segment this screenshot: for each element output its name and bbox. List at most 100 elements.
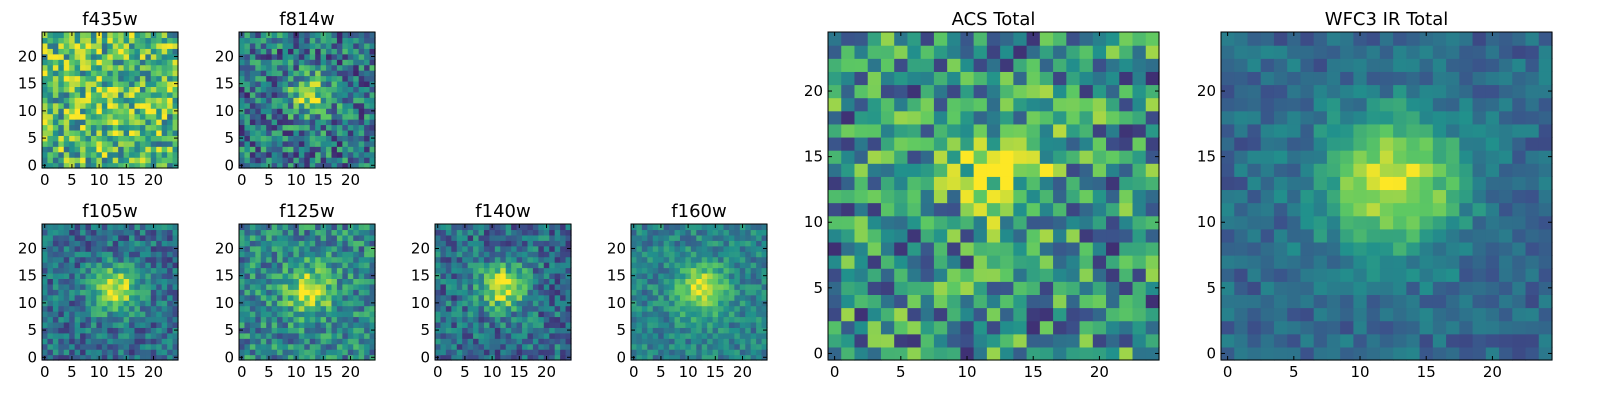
heatmap-cell xyxy=(636,332,643,339)
heatmap-cell xyxy=(353,327,360,334)
heatmap-cell xyxy=(298,240,305,247)
heatmap-cell xyxy=(309,332,316,339)
heatmap-cell xyxy=(1340,215,1354,230)
heatmap-cell xyxy=(358,97,365,104)
heatmap-cell xyxy=(451,327,458,334)
heatmap-cell xyxy=(52,119,59,126)
heatmap-cell xyxy=(489,240,496,247)
heatmap-cells xyxy=(828,32,1160,361)
heatmap-cell xyxy=(52,53,59,60)
heatmap-cell xyxy=(1432,241,1447,256)
heatmap-cell xyxy=(123,48,130,55)
heatmap-cell xyxy=(287,75,294,82)
y-tick-label: 0 xyxy=(224,156,234,174)
panel-title: f814w xyxy=(279,9,334,30)
heatmap-cell xyxy=(1300,202,1315,217)
heatmap-cell xyxy=(1039,255,1054,269)
heatmap-cell xyxy=(1366,163,1381,177)
heatmap-cell xyxy=(298,245,305,252)
heatmap-cell xyxy=(244,108,251,115)
heatmap-cell xyxy=(260,321,267,328)
heatmap-cell xyxy=(1039,215,1054,230)
heatmap-cell xyxy=(156,224,163,231)
heatmap-cell xyxy=(255,140,262,147)
heatmap-cell xyxy=(728,272,735,279)
heatmap-cell xyxy=(483,262,490,269)
heatmap-cell xyxy=(156,59,163,66)
heatmap-cell xyxy=(42,278,49,285)
heatmap-cell xyxy=(287,321,294,328)
heatmap-cell xyxy=(549,294,556,301)
heatmap-cell xyxy=(266,113,273,120)
heatmap-cell xyxy=(933,136,948,151)
heatmap-cell xyxy=(326,151,333,158)
heatmap-cell xyxy=(358,80,365,87)
heatmap-cell xyxy=(478,321,485,328)
heatmap-cell xyxy=(761,240,768,247)
heatmap-cell xyxy=(342,338,349,345)
heatmap-cell xyxy=(920,123,935,138)
heatmap-cell xyxy=(150,229,157,236)
heatmap-cell xyxy=(331,256,338,263)
heatmap-cell xyxy=(336,300,343,307)
heatmap-cell xyxy=(690,305,697,312)
heatmap-cell xyxy=(320,332,327,339)
heatmap-cell xyxy=(1512,255,1527,269)
heatmap-cell xyxy=(47,32,54,39)
heatmap-cell xyxy=(473,300,480,307)
heatmap-cell xyxy=(42,97,49,104)
heatmap-cell xyxy=(761,224,768,231)
heatmap-cell xyxy=(315,151,322,158)
heatmap-cell xyxy=(129,245,136,252)
heatmap-cell xyxy=(118,240,125,247)
heatmap-cell xyxy=(52,267,59,274)
heatmap-cell xyxy=(511,256,518,263)
heatmap-cell xyxy=(674,240,681,247)
heatmap-cell xyxy=(342,102,349,109)
heatmap-cell xyxy=(690,278,697,285)
heatmap-cell xyxy=(42,283,49,290)
heatmap-cell xyxy=(347,338,354,345)
heatmap-cell xyxy=(47,59,54,66)
heatmap-cell xyxy=(745,321,752,328)
heatmap-cell xyxy=(304,289,311,296)
heatmap-cell xyxy=(500,327,507,334)
heatmap-cell xyxy=(920,320,935,335)
heatmap-cell xyxy=(336,97,343,104)
heatmap-cell xyxy=(271,48,278,55)
heatmap-cell xyxy=(364,37,371,44)
heatmap-cell xyxy=(1512,294,1527,309)
heatmap-cell xyxy=(156,37,163,44)
heatmap-cell xyxy=(260,91,267,98)
heatmap-cell xyxy=(63,262,70,269)
heatmap-cell xyxy=(150,113,157,120)
heatmap-cell xyxy=(271,234,278,241)
heatmap-cell xyxy=(1053,97,1067,112)
heatmap-cell xyxy=(118,48,125,55)
heatmap-cell xyxy=(282,129,289,136)
heatmap-cell xyxy=(761,283,768,290)
heatmap-cell xyxy=(494,234,501,241)
heatmap-cell xyxy=(920,189,935,204)
heatmap-cell xyxy=(1013,32,1028,46)
heatmap-cell xyxy=(58,332,65,339)
heatmap-cell xyxy=(867,110,882,125)
heatmap-cell xyxy=(674,316,681,323)
heatmap-cell xyxy=(674,338,681,345)
heatmap-cell xyxy=(636,267,643,274)
heatmap-cell xyxy=(947,71,961,86)
heatmap-cell xyxy=(239,338,246,345)
heatmap-cell xyxy=(134,129,141,136)
heatmap-cell xyxy=(1106,176,1120,191)
heatmap-cell xyxy=(756,316,763,323)
heatmap-cell xyxy=(47,42,54,49)
heatmap-cell xyxy=(435,349,442,356)
heatmap-cell xyxy=(1287,294,1302,309)
heatmap-cell xyxy=(266,267,273,274)
heatmap-cell xyxy=(96,283,103,290)
heatmap-cell xyxy=(342,332,349,339)
heatmap-cell xyxy=(282,64,289,71)
heatmap-cell xyxy=(58,157,65,164)
heatmap-cell xyxy=(685,251,692,258)
heatmap-cell xyxy=(369,70,376,77)
